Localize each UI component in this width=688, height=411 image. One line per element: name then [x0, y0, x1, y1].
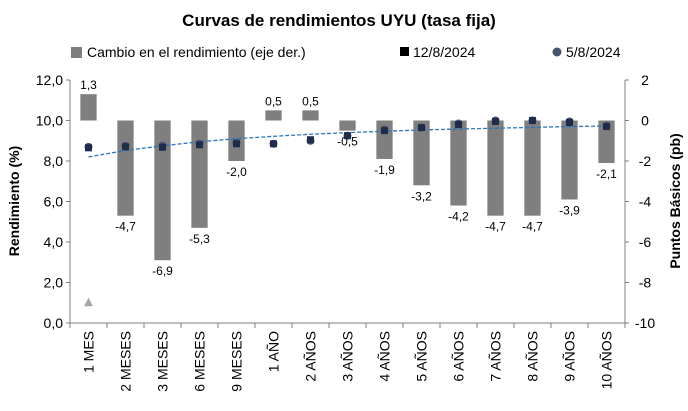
bar [154, 120, 171, 261]
bar [339, 120, 356, 131]
bar [80, 94, 97, 121]
legend-label-12-8-2024: 12/8/2024 [413, 44, 475, 60]
triangle-marker [84, 297, 93, 307]
bar [265, 110, 282, 121]
bar [117, 120, 134, 216]
point-12-8-2024 [603, 123, 610, 131]
bar [302, 110, 319, 121]
bar-data-label: 0,5 [302, 94, 319, 108]
y-tick-label-right: 2 [641, 72, 649, 88]
x-tick-label: 1 AÑO [266, 331, 282, 372]
x-tick-label: 2 MESES [118, 331, 134, 392]
legend-swatch-5-8-2024 [552, 47, 562, 57]
y-axis-title-left: Rendimiento (%) [6, 146, 22, 256]
x-tick-label: 5 AÑOS [414, 331, 430, 382]
bar-data-label: -5,3 [189, 232, 210, 246]
bar-data-label: 1,3 [80, 78, 97, 92]
point-12-8-2024 [85, 144, 92, 152]
bar [487, 120, 504, 216]
bar [524, 120, 541, 216]
x-tick-label: 7 AÑOS [488, 331, 504, 382]
bar-data-label: -4,2 [448, 210, 469, 224]
point-12-8-2024 [307, 136, 314, 144]
point-12-8-2024 [418, 124, 425, 132]
point-12-8-2024 [566, 119, 573, 127]
point-12-8-2024 [122, 143, 129, 151]
bar-data-label: -4,7 [115, 220, 136, 234]
legend-swatch-12-8-2024 [400, 47, 409, 56]
x-tick-label: 10 AÑOS [599, 331, 615, 389]
bar [450, 120, 467, 206]
point-12-8-2024 [492, 118, 499, 126]
y-tick-label-left: 10,0 [36, 113, 63, 129]
y-tick-label-right: 0 [641, 113, 649, 129]
bar-data-label: -3,9 [559, 203, 580, 217]
bar [413, 120, 430, 186]
point-12-8-2024 [196, 141, 203, 149]
x-tick-label: 2 AÑOS [303, 331, 319, 382]
y-tick-label-left: 0,0 [44, 315, 64, 331]
x-tick-label: 8 AÑOS [525, 331, 541, 382]
bar [376, 120, 393, 159]
legend-label-5-8-2024: 5/8/2024 [566, 44, 621, 60]
x-tick-label: 3 AÑOS [340, 331, 356, 382]
bar [561, 120, 578, 200]
bar [191, 120, 208, 228]
point-12-8-2024 [233, 140, 240, 148]
legend: Cambio en el rendimiento (eje der.) 12/8… [71, 44, 621, 60]
legend-swatch-bars [71, 47, 82, 58]
y-tick-label-left: 12,0 [36, 72, 63, 88]
y-tick-label-left: 2,0 [44, 275, 64, 291]
bar-data-label: -0,5 [337, 135, 358, 149]
x-tick-label: 4 AÑOS [377, 331, 393, 382]
x-tick-label: 6 AÑOS [451, 331, 467, 382]
bar-data-label: -4,7 [485, 220, 506, 234]
point-12-8-2024 [381, 127, 388, 135]
y-axis-title-right: Puntos Básicos (pb) [667, 133, 683, 268]
x-tick-label: 9 MESES [229, 331, 245, 392]
y-tick-label-right: -6 [639, 234, 652, 250]
x-tick-label: 1 MES [81, 331, 97, 373]
bar-data-label: 0,5 [265, 94, 282, 108]
x-tick-label: 6 MESES [192, 331, 208, 392]
bar-data-label: -3,2 [411, 189, 432, 203]
x-tick-label: 3 MESES [155, 331, 171, 392]
y-tick-label-right: -2 [639, 153, 652, 169]
y-tick-label-right: -10 [635, 315, 655, 331]
bar-data-label: -4,7 [522, 220, 543, 234]
point-12-8-2024 [159, 143, 166, 151]
y-tick-label-left: 6,0 [44, 194, 64, 210]
x-tick-label: 9 AÑOS [562, 331, 578, 382]
plot-area: 0,0 2,0 4,0 6,0 8,0 10,0 12,0 -10 -8 -6 -4 -2 0 2 1 ME… [36, 72, 656, 392]
bar-data-label: -6,9 [152, 264, 173, 278]
y-tick-label-left: 8,0 [44, 153, 64, 169]
y-tick-label-left: 4,0 [44, 234, 64, 250]
bar-data-label: -1,9 [374, 163, 395, 177]
legend-label-bars: Cambio en el rendimiento (eje der.) [87, 44, 306, 60]
bar-data-label: -2,1 [596, 167, 617, 181]
bar-data-label: -2,0 [226, 165, 247, 179]
point-12-8-2024 [270, 140, 277, 148]
chart-title: Curvas de rendimientos UYU (tasa fija) [182, 11, 496, 30]
point-12-8-2024 [455, 121, 462, 129]
bar [598, 120, 615, 164]
y-tick-label-right: -8 [639, 275, 652, 291]
y-tick-label-right: -4 [639, 194, 652, 210]
point-12-8-2024 [529, 117, 536, 124]
point-12-8-2024 [344, 132, 351, 140]
